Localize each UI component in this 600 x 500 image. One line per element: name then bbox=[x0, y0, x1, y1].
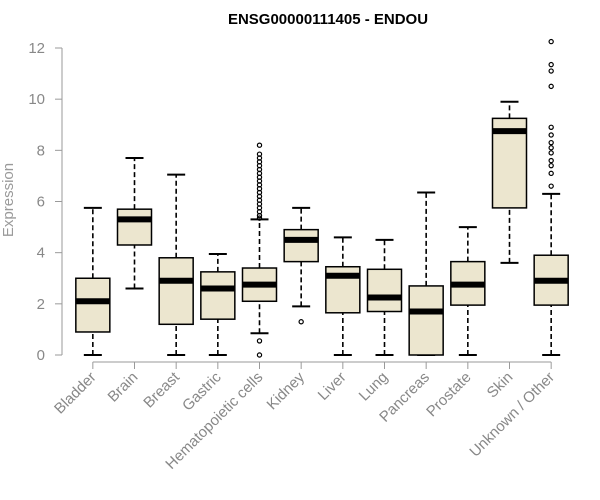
outlier-point bbox=[256, 151, 263, 157]
outlier-point bbox=[548, 157, 554, 164]
outlier-point bbox=[548, 132, 554, 138]
box-group bbox=[241, 142, 278, 358]
y-tick-label: 6 bbox=[37, 194, 45, 211]
box-group bbox=[200, 252, 236, 356]
box-group bbox=[283, 206, 319, 325]
box-iqr bbox=[75, 277, 111, 333]
box-iqr bbox=[283, 228, 319, 263]
y-tick-label: 0 bbox=[37, 347, 45, 364]
outlier-point bbox=[548, 83, 554, 90]
box-group bbox=[325, 236, 361, 356]
outlier-point bbox=[256, 142, 263, 148]
axis-layer: 0 2 4 6 8 10 12 bbox=[28, 40, 552, 369]
box-group bbox=[533, 38, 569, 356]
box-iqr bbox=[158, 257, 194, 326]
outlier-point bbox=[256, 215, 263, 221]
outlier-point bbox=[256, 352, 263, 358]
outlier-point bbox=[548, 68, 554, 74]
y-tick-label: 10 bbox=[28, 91, 45, 108]
box-group bbox=[75, 206, 111, 356]
y-tick-label: 4 bbox=[37, 245, 45, 262]
category-label: Lung bbox=[356, 369, 392, 405]
box-group bbox=[491, 100, 528, 264]
category-label: Liver bbox=[315, 369, 350, 404]
outlier-point bbox=[548, 183, 554, 189]
box-group bbox=[366, 238, 403, 356]
box-group bbox=[116, 157, 153, 290]
outlier-point bbox=[548, 139, 554, 146]
outlier-point bbox=[548, 150, 554, 156]
box-group bbox=[450, 226, 486, 356]
box-layer bbox=[75, 38, 569, 358]
box-iqr bbox=[408, 285, 444, 356]
chart-title: ENSG00000111405 - ENDOU bbox=[228, 11, 428, 28]
category-label: Brain bbox=[105, 369, 142, 406]
outlier-point bbox=[548, 170, 554, 177]
outlier-point bbox=[298, 319, 304, 325]
outlier-point bbox=[548, 162, 554, 169]
category-label: Skin bbox=[484, 369, 517, 402]
outlier-point bbox=[256, 338, 263, 344]
box-iqr bbox=[366, 268, 403, 313]
box-group bbox=[408, 191, 444, 356]
category-label: Bladder bbox=[51, 369, 100, 418]
outlier-point bbox=[548, 38, 554, 45]
category-label: Kidney bbox=[264, 368, 309, 413]
y-axis-title: Expression bbox=[0, 163, 17, 237]
outlier-point bbox=[548, 124, 554, 131]
category-label: Prostate bbox=[423, 369, 475, 421]
y-tick-label: 8 bbox=[37, 142, 45, 159]
y-tick-label: 12 bbox=[28, 40, 45, 57]
box-iqr bbox=[200, 271, 236, 320]
category-label: Breast bbox=[140, 368, 183, 411]
y-tick-label: 2 bbox=[37, 296, 45, 313]
box-group bbox=[158, 173, 194, 356]
outlier-point bbox=[548, 145, 554, 151]
box-iqr bbox=[116, 208, 153, 246]
outlier-point bbox=[548, 61, 554, 68]
